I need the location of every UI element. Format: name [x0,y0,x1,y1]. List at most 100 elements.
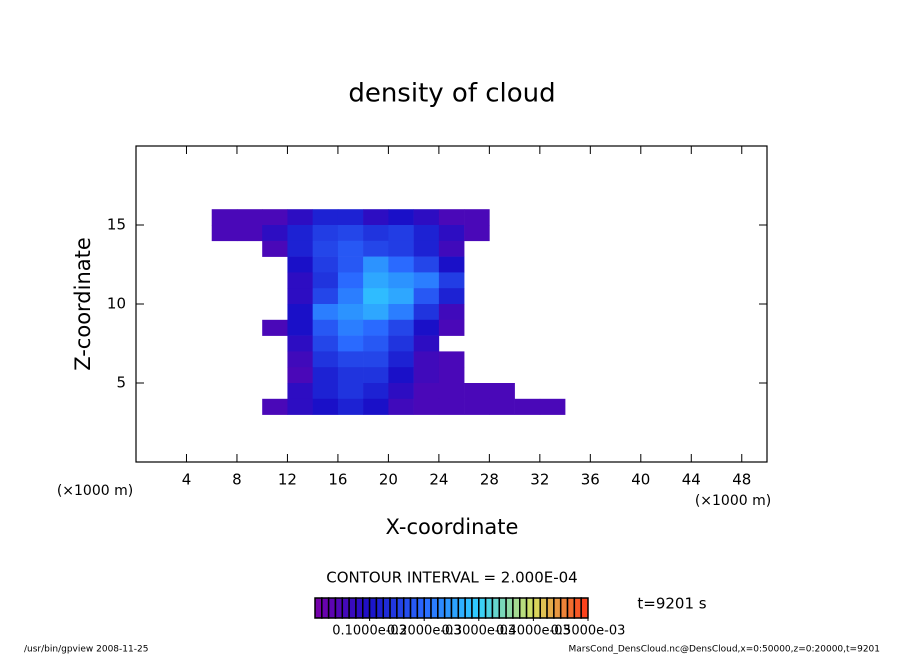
heat-cell [413,288,440,305]
x-tick-label: 40 [631,471,650,489]
heat-cell [287,319,313,336]
heat-cell [287,240,313,257]
colorbar-cell [402,597,412,619]
x-tick-label: 8 [232,471,242,489]
colorbar-cell [375,597,384,619]
colorbar-cell [321,597,330,619]
colorbar-tick-label: 0.5000e-03 [551,624,626,639]
heat-cell [363,272,389,289]
y-tick-label: 5 [116,374,126,392]
heat-cell [413,225,440,242]
x-tick-label: 4 [182,471,192,489]
heat-cell [312,272,339,289]
heat-cell [464,225,490,242]
heat-cell [388,272,414,289]
x-tick-label: 20 [379,471,398,489]
heat-cell [312,335,339,352]
heat-cell [438,398,465,415]
colorbar-cell [539,597,548,619]
x-tick-label: 12 [278,471,297,489]
heat-cell [337,335,364,352]
heat-cell [413,272,440,289]
footer-right: MarsCond_DensCloud.nc@DensCloud,x=0:5000… [569,645,881,654]
heat-cell [337,351,364,368]
heat-cell [388,225,414,242]
heat-cell [337,304,364,321]
heat-cell [287,225,313,242]
colorbar-cell [341,597,350,619]
heat-cell [438,383,465,400]
y-tick-label: 15 [107,216,126,234]
heat-cell [287,304,313,321]
colorbar-cell [491,597,501,619]
colorbar-cell [478,597,487,619]
time-label: t=9201 s [637,595,706,613]
heat-cell [438,240,465,257]
heat-cell [438,367,465,384]
colorbar-cell [505,597,514,619]
y-unit: (×1000 m) [57,483,133,499]
heat-cell [236,225,263,242]
colorbar-cell [430,597,439,619]
colorbar-cell [580,597,589,619]
colorbar-cell [423,597,432,619]
colorbar-tick-label: 0.2000e-03 [387,624,462,639]
heat-cell [262,225,288,242]
x-unit: (×1000 m) [695,493,771,509]
heat-cell [287,256,313,273]
heat-cell [388,240,414,257]
colorbar-cell [443,597,453,619]
colorbar-cell [450,597,460,619]
colorbar-cell [437,597,446,619]
heat-cell [438,351,465,368]
heat-cell [363,209,389,226]
heat-cell [413,367,440,384]
heat-cell [337,256,364,273]
heat-cell [312,398,339,415]
heat-cell [312,351,339,368]
heat-cell [312,304,339,321]
heat-cell [337,225,364,242]
heat-cell [514,398,541,415]
heat-cell [287,335,313,352]
chart-title: density of cloud [348,79,555,109]
colorbar-cell [409,597,419,619]
footer-left: /usr/bin/gpview 2008-11-25 [24,645,148,654]
colorbar-cell [471,597,480,619]
heat-cell [287,367,313,384]
heat-cell [363,351,389,368]
heat-cell [388,288,414,305]
heat-cell [337,240,364,257]
heat-cell [438,225,465,242]
heat-cell [489,398,515,415]
x-tick-label: 28 [480,471,499,489]
heat-cell [413,319,440,336]
heat-cell [236,209,263,226]
heat-cell [539,398,566,415]
colorbar-tick-label: 0.1000e-03 [332,624,407,639]
heat-cell [413,398,440,415]
heat-cell [363,383,389,400]
heat-cell [388,209,414,226]
colorbar-cell [314,597,323,619]
heat-cell [388,335,414,352]
colorbar-cell [525,597,535,619]
heat-cell [363,256,389,273]
heat-cell [388,304,414,321]
colorbar-cell [559,597,569,619]
colorbar-cell [382,597,391,619]
heat-cell [413,240,440,257]
heat-cell [413,209,440,226]
heat-cell [438,209,465,226]
colorbar-cell [532,597,541,619]
colorbar-cell [484,597,494,619]
heat-cell [363,288,389,305]
colorbar-cell [368,597,378,619]
heat-cell [388,383,414,400]
heat-cell [337,288,364,305]
heat-cell [287,351,313,368]
heat-cell [388,256,414,273]
heat-cell [363,367,389,384]
heat-cell [388,351,414,368]
